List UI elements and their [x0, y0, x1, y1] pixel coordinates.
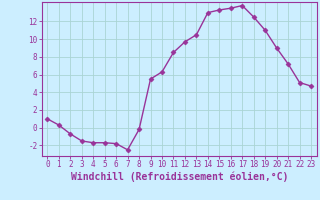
X-axis label: Windchill (Refroidissement éolien,°C): Windchill (Refroidissement éolien,°C) — [70, 172, 288, 182]
